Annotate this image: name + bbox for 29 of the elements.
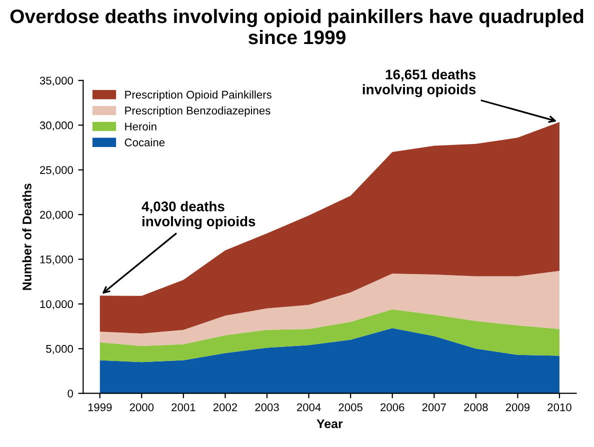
x-axis-title: Year: [316, 419, 343, 428]
legend-label: Prescription Benzodiazepines: [125, 106, 270, 117]
x-tick-label: 2005: [338, 403, 362, 412]
legend-label: Heroin: [125, 122, 156, 130]
x-tick-label: 2003: [255, 403, 279, 412]
x-tick-label: 2009: [506, 403, 530, 412]
annotation: 16,651 deaths involving opioids: [362, 69, 476, 98]
y-tick-label: 10,000: [40, 300, 74, 310]
legend-label: Prescription Opioid Painkillers: [125, 90, 272, 101]
x-tick-label: 2010: [548, 403, 572, 412]
x-tick-label: 2002: [213, 403, 238, 412]
y-tick-label: 30,000: [40, 121, 74, 131]
annotation: 4,030 deaths involving opioids: [142, 201, 256, 230]
x-tick-label: 2000: [130, 403, 154, 412]
x-tick-label: 2006: [380, 403, 404, 412]
legend-label: Cocaine: [124, 138, 165, 146]
y-tick-label: 5,000: [46, 344, 74, 354]
y-tick-label: 0: [68, 390, 74, 398]
x-tick-label: 2008: [464, 403, 488, 412]
x-tick-label: 1999: [88, 403, 112, 412]
x-tick-label: 2001: [172, 403, 196, 412]
chart-title: Overdose deaths involving opioid painkillers have quadrupled since 1999: [10, 8, 584, 44]
x-tick-label: 2007: [422, 403, 446, 412]
y-tick-label: 25,000: [40, 166, 74, 176]
y-tick-label: 35,000: [40, 76, 74, 86]
x-tick-label: 2004: [296, 403, 321, 412]
y-tick-label: 20,000: [40, 210, 74, 220]
y-axis-title: Number of Deaths: [22, 184, 32, 290]
y-tick-label: 15,000: [40, 256, 74, 265]
